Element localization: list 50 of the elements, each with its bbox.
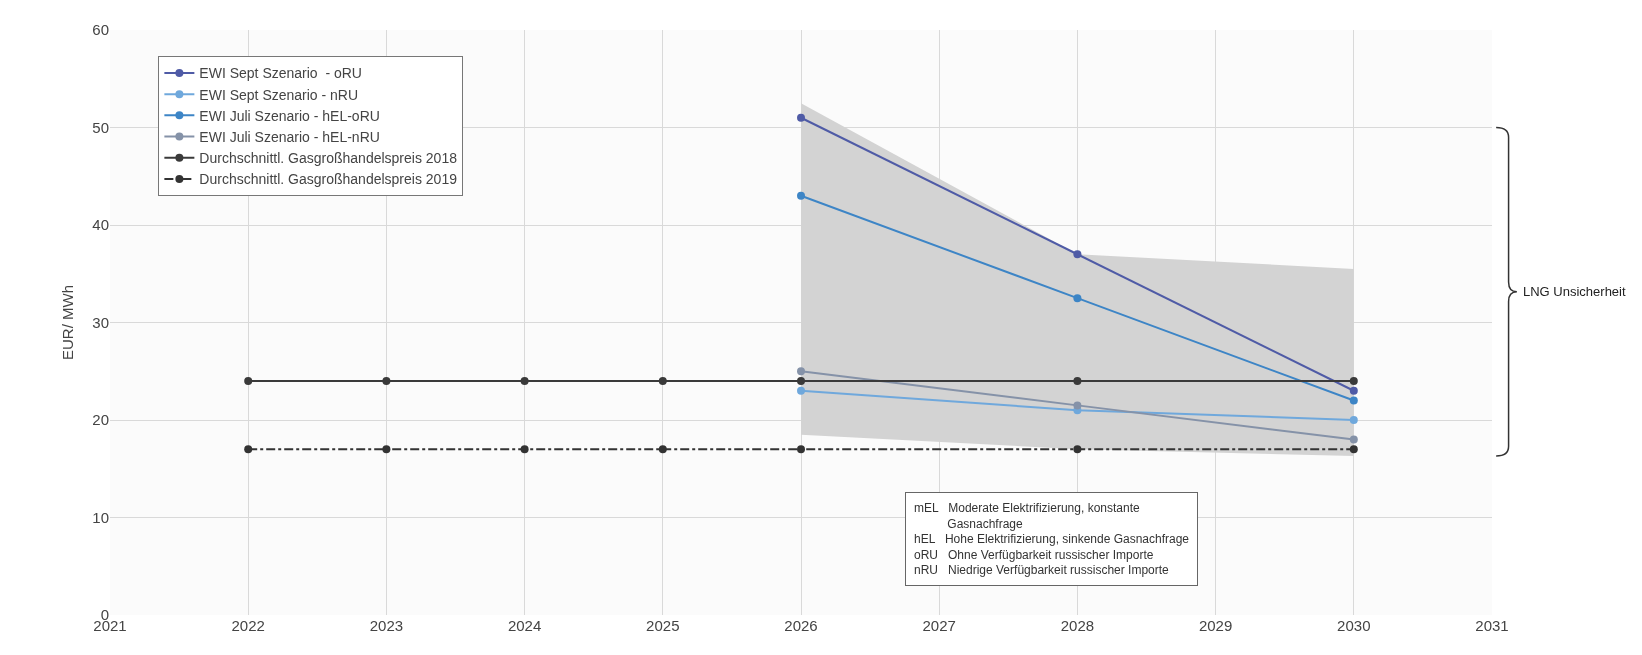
x-tick-label: 2029: [1198, 617, 1233, 634]
point: [1073, 445, 1082, 454]
point: [244, 377, 253, 385]
point: [1349, 416, 1358, 424]
x-tick-label: 2030: [1337, 617, 1371, 634]
y-axis-title: EUR/ MWh: [58, 285, 76, 360]
y-tick-label: 30: [92, 313, 109, 331]
legend-label: EWI Sept Szenario - nRU: [199, 86, 359, 103]
point: [1073, 250, 1082, 259]
point: [797, 367, 805, 376]
point: [1349, 396, 1358, 405]
point: [244, 445, 253, 454]
point: [382, 377, 391, 385]
y-tick-label: 40: [92, 216, 109, 234]
point: [797, 445, 805, 454]
point: [520, 445, 529, 454]
legend-label: EWI Juli Szenario - hEL-nRU: [199, 128, 380, 145]
x-tick-label: 2024: [507, 617, 542, 634]
legend-label: Durchschnittl. Gasgroßhandelspreis 2018: [199, 150, 458, 167]
x-tick-label: 2026: [784, 617, 818, 634]
point: [1073, 377, 1082, 385]
point: [658, 377, 667, 385]
x-tick-label: 2028: [1060, 617, 1095, 634]
legend-label: Durchschnittl. Gasgroßhandelspreis 2019: [199, 171, 458, 188]
x-tick-label: 2023: [369, 617, 404, 634]
y-tick-label: 20: [92, 411, 109, 429]
x-tick-label: 2027: [922, 617, 956, 634]
x-tick-label: 2022: [231, 617, 265, 634]
annotation: mEL Moderate Elektrifizierung, konstante Gasnachfrage hEL Hohe Elektrifizierung, sinkende Gasnachfrage oRU Ohne Verfügbarkeit russischer Importe nRU Niedrige Verfügbarkeit russischer Importe: [914, 501, 1190, 578]
x-tick-label: 2025: [646, 617, 680, 634]
point: [382, 445, 391, 454]
point: [797, 377, 805, 385]
point: [1073, 401, 1082, 410]
point: [1073, 294, 1082, 303]
point: [1349, 435, 1358, 444]
point: [797, 386, 805, 395]
point: [658, 445, 667, 454]
point: [1349, 377, 1358, 385]
y-tick-label: 10: [92, 508, 109, 526]
y-tick-label: 50: [92, 118, 109, 136]
x-tick-label: 2031: [1475, 617, 1509, 634]
legend-label: EWI Sept Szenario - oRU: [199, 65, 362, 82]
text: LNG Unsicherheit: [1523, 284, 1626, 299]
point: [1349, 386, 1358, 395]
point: [797, 191, 805, 200]
point: [1349, 445, 1358, 454]
legend-label: EWI Juli Szenario - hEL-oRU: [199, 107, 380, 124]
point: [797, 113, 805, 122]
y-tick-label: 60: [92, 21, 109, 39]
point: [520, 377, 529, 385]
